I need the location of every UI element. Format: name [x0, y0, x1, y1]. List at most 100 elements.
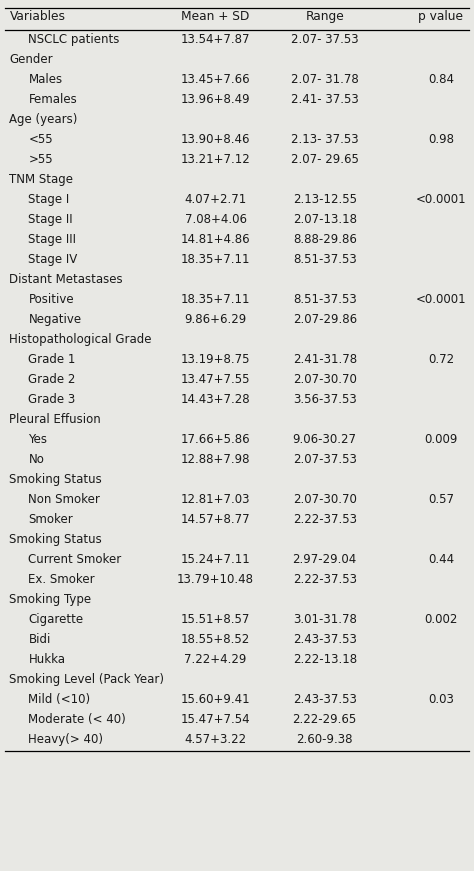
Text: Positive: Positive	[28, 293, 74, 306]
Text: 2.07-30.70: 2.07-30.70	[293, 373, 356, 386]
Text: 14.81+4.86: 14.81+4.86	[181, 233, 250, 246]
Text: 7.22+4.29: 7.22+4.29	[184, 653, 247, 666]
Text: 9.86+6.29: 9.86+6.29	[184, 313, 247, 326]
Text: Bidi: Bidi	[28, 633, 51, 646]
Text: 7.08+4.06: 7.08+4.06	[185, 213, 246, 226]
Text: Hukka: Hukka	[28, 653, 65, 666]
Text: 18.35+7.11: 18.35+7.11	[181, 293, 250, 306]
Text: Grade 1: Grade 1	[28, 353, 76, 366]
Text: 3.56-37.53: 3.56-37.53	[293, 393, 356, 406]
Text: 0.009: 0.009	[424, 433, 457, 446]
Text: 13.90+8.46: 13.90+8.46	[181, 133, 250, 146]
Text: Pleural Effusion: Pleural Effusion	[9, 413, 101, 426]
Text: Females: Females	[28, 93, 77, 106]
Text: 2.13-12.55: 2.13-12.55	[292, 193, 357, 206]
Text: 15.60+9.41: 15.60+9.41	[181, 693, 250, 706]
Text: 8.51-37.53: 8.51-37.53	[293, 253, 356, 266]
Text: No: No	[28, 453, 44, 466]
Text: Range: Range	[305, 10, 344, 23]
Text: 18.55+8.52: 18.55+8.52	[181, 633, 250, 646]
Text: 2.43-37.53: 2.43-37.53	[293, 633, 356, 646]
Text: 2.22-37.53: 2.22-37.53	[292, 513, 357, 526]
Text: 13.19+8.75: 13.19+8.75	[181, 353, 250, 366]
Text: 15.51+8.57: 15.51+8.57	[181, 613, 250, 626]
Text: Smoking Level (Pack Year): Smoking Level (Pack Year)	[9, 673, 164, 686]
Text: Histopathological Grade: Histopathological Grade	[9, 333, 152, 346]
Text: Stage II: Stage II	[28, 213, 73, 226]
Text: Mean + SD: Mean + SD	[182, 10, 250, 23]
Text: 13.21+7.12: 13.21+7.12	[181, 153, 251, 166]
Text: 2.22-13.18: 2.22-13.18	[292, 653, 357, 666]
Text: p value: p value	[419, 10, 463, 23]
Text: 15.47+7.54: 15.47+7.54	[181, 713, 250, 726]
Text: Smoking Status: Smoking Status	[9, 473, 102, 486]
Text: 2.22-29.65: 2.22-29.65	[292, 713, 357, 726]
Text: Smoking Type: Smoking Type	[9, 593, 91, 606]
Text: 2.41- 37.53: 2.41- 37.53	[291, 93, 358, 106]
Text: Grade 3: Grade 3	[28, 393, 76, 406]
Text: 12.81+7.03: 12.81+7.03	[181, 493, 250, 506]
Text: 8.51-37.53: 8.51-37.53	[293, 293, 356, 306]
Text: 0.98: 0.98	[428, 133, 454, 146]
Text: <0.0001: <0.0001	[416, 293, 466, 306]
Text: 0.002: 0.002	[424, 613, 457, 626]
Text: 8.88-29.86: 8.88-29.86	[293, 233, 356, 246]
Text: Moderate (< 40): Moderate (< 40)	[28, 713, 126, 726]
Text: <55: <55	[28, 133, 53, 146]
Text: <0.0001: <0.0001	[416, 193, 466, 206]
Text: Variables: Variables	[9, 10, 65, 23]
Text: Gender: Gender	[9, 53, 53, 66]
Text: Grade 2: Grade 2	[28, 373, 76, 386]
Text: Distant Metastases: Distant Metastases	[9, 273, 123, 286]
Text: 18.35+7.11: 18.35+7.11	[181, 253, 250, 266]
Text: 4.07+2.71: 4.07+2.71	[184, 193, 247, 206]
Text: 14.43+7.28: 14.43+7.28	[181, 393, 250, 406]
Text: Negative: Negative	[28, 313, 82, 326]
Text: Stage III: Stage III	[28, 233, 76, 246]
Text: 2.07- 37.53: 2.07- 37.53	[291, 33, 358, 46]
Text: 13.79+10.48: 13.79+10.48	[177, 573, 254, 586]
Text: >55: >55	[28, 153, 53, 166]
Text: 2.07- 31.78: 2.07- 31.78	[291, 73, 358, 86]
Text: Ex. Smoker: Ex. Smoker	[28, 573, 95, 586]
Text: Smoking Status: Smoking Status	[9, 533, 102, 546]
Text: 15.24+7.11: 15.24+7.11	[181, 553, 251, 566]
Text: 13.54+7.87: 13.54+7.87	[181, 33, 250, 46]
Text: 2.43-37.53: 2.43-37.53	[293, 693, 356, 706]
Text: Cigarette: Cigarette	[28, 613, 83, 626]
Text: 0.03: 0.03	[428, 693, 454, 706]
Text: 2.41-31.78: 2.41-31.78	[292, 353, 357, 366]
Text: 9.06-30.27: 9.06-30.27	[292, 433, 357, 446]
Text: Smoker: Smoker	[28, 513, 73, 526]
Text: Heavy(> 40): Heavy(> 40)	[28, 733, 103, 746]
Text: 17.66+5.86: 17.66+5.86	[181, 433, 250, 446]
Text: 2.07-37.53: 2.07-37.53	[293, 453, 356, 466]
Text: 0.84: 0.84	[428, 73, 454, 86]
Text: 13.47+7.55: 13.47+7.55	[181, 373, 250, 386]
Text: Age (years): Age (years)	[9, 113, 78, 126]
Text: 2.07-13.18: 2.07-13.18	[292, 213, 357, 226]
Text: 13.96+8.49: 13.96+8.49	[181, 93, 250, 106]
Text: 14.57+8.77: 14.57+8.77	[181, 513, 250, 526]
Text: Yes: Yes	[28, 433, 47, 446]
Text: 2.13- 37.53: 2.13- 37.53	[291, 133, 358, 146]
Text: Current Smoker: Current Smoker	[28, 553, 122, 566]
Text: 2.07-30.70: 2.07-30.70	[293, 493, 356, 506]
Text: Mild (<10): Mild (<10)	[28, 693, 91, 706]
Text: 12.88+7.98: 12.88+7.98	[181, 453, 250, 466]
Text: 0.72: 0.72	[428, 353, 454, 366]
Text: 0.57: 0.57	[428, 493, 454, 506]
Text: Stage IV: Stage IV	[28, 253, 78, 266]
Text: 3.01-31.78: 3.01-31.78	[293, 613, 356, 626]
Text: 0.44: 0.44	[428, 553, 454, 566]
Text: 4.57+3.22: 4.57+3.22	[184, 733, 247, 746]
Text: Stage I: Stage I	[28, 193, 70, 206]
Text: 2.07- 29.65: 2.07- 29.65	[291, 153, 359, 166]
Text: 2.60-9.38: 2.60-9.38	[296, 733, 353, 746]
Text: TNM Stage: TNM Stage	[9, 173, 73, 186]
Text: 2.22-37.53: 2.22-37.53	[292, 573, 357, 586]
Text: 2.97-29.04: 2.97-29.04	[292, 553, 357, 566]
Text: 2.07-29.86: 2.07-29.86	[292, 313, 357, 326]
Text: 13.45+7.66: 13.45+7.66	[181, 73, 250, 86]
Text: NSCLC patients: NSCLC patients	[28, 33, 120, 46]
